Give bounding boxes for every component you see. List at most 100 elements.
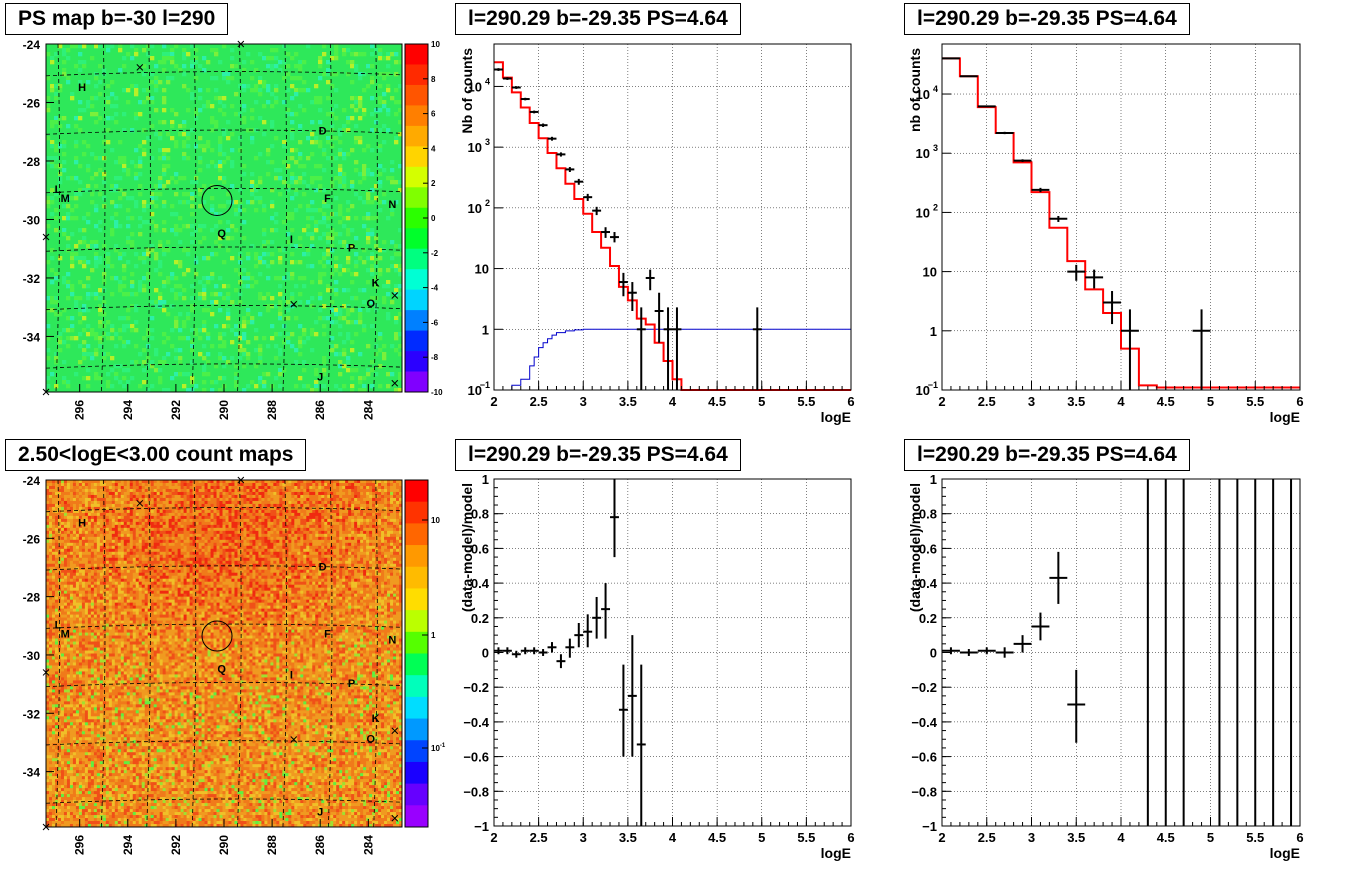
map2-xtick-label: 292 — [169, 835, 183, 855]
spec2-xtick-label: 2 — [938, 394, 945, 409]
map1-source-label: P — [348, 243, 355, 255]
res2-xtick-label: 5.5 — [1246, 830, 1264, 845]
res1-ytick-label: 0.6 — [471, 541, 489, 556]
map2-source-label: M — [61, 628, 70, 640]
map1-source-cross — [42, 388, 50, 396]
map1-target-circle — [201, 184, 233, 216]
res1-xtick-label: 6 — [847, 830, 854, 845]
map2-source-cross — [290, 736, 298, 743]
map1-colorbar-label: -2 — [431, 249, 439, 258]
res2-xlabel: logE — [1270, 845, 1300, 861]
map1-ytick-label: -24 — [23, 38, 41, 52]
spec1-ytick-label: 1 — [482, 322, 489, 337]
spec1-xtick-label: 2.5 — [530, 394, 548, 409]
map2-source-label: O — [366, 733, 375, 745]
res1-ytick-label: 0 — [482, 646, 489, 661]
map1-colorbar-label: 2 — [431, 179, 436, 188]
res1-xtick-label: 2 — [490, 830, 497, 845]
map1-source-label: J — [317, 371, 323, 383]
res2-xtick-label: 4 — [1117, 830, 1125, 845]
spec2-xtick-label: 2.5 — [978, 394, 996, 409]
spec1-ytick-exponent: 3 — [485, 137, 490, 147]
map2-colorbar-frame — [404, 479, 429, 828]
spec2-ylabel: nb of counts — [907, 48, 923, 132]
spec2-xtick-label: 5.5 — [1246, 394, 1264, 409]
spec1-ytick-label: 10 — [468, 201, 482, 216]
map2-colorbar — [405, 480, 428, 828]
map2-xtick-label: 288 — [265, 835, 279, 855]
map1-colorbar-label: 8 — [431, 75, 436, 84]
spec2-xtick-label: 3.5 — [1067, 394, 1085, 409]
map2-source-label: D — [319, 561, 327, 573]
map2-source-label: H — [78, 518, 86, 530]
res2-xtick-label: 2.5 — [978, 830, 996, 845]
res1-ytick-label: −1 — [474, 819, 489, 834]
map1-heatmap — [46, 44, 403, 393]
spec2-xtick-label: 3 — [1028, 394, 1035, 409]
res1-ytick-label: 1 — [482, 472, 489, 487]
map2-source-label: K — [372, 713, 380, 725]
map1-xtick-label: 286 — [313, 400, 327, 420]
map2-source-label: N — [388, 634, 396, 646]
res2-ytick-label: −0.6 — [911, 750, 937, 765]
spec2-ytick-exponent: 4 — [933, 84, 938, 94]
res2-xtick-label: 3.5 — [1067, 830, 1085, 845]
map1-colorbar-label: 4 — [431, 144, 436, 153]
map2-xtick-label: 286 — [313, 835, 327, 855]
res2-ytick-label: 0.6 — [919, 541, 937, 556]
map2-xtick-label: 290 — [217, 835, 231, 855]
map1-source-label: I — [290, 234, 293, 246]
map2-coord-grid — [45, 479, 403, 828]
map1-source-label: L — [55, 184, 62, 196]
res1-ylabel: (data-model)/model — [459, 483, 475, 612]
map1-colorbar — [405, 44, 428, 393]
map1-source-label: H — [78, 82, 86, 94]
res1-xtick-label: 3.5 — [619, 830, 637, 845]
map1-source-cross — [136, 64, 144, 71]
spec2-ytick-exponent: 3 — [933, 143, 938, 153]
spec1-title: l=290.29 b=-29.35 PS=4.64 — [455, 3, 741, 35]
map1-colorbar-label: -4 — [431, 284, 439, 293]
res1-xtick-label: 5.5 — [797, 830, 815, 845]
res1-ytick-label: −0.4 — [463, 715, 489, 730]
spec1-ylabel: Nb of counts — [459, 48, 475, 134]
map1-source-cross — [237, 40, 245, 48]
map2-source-cross — [391, 727, 399, 735]
res1-xlabel: logE — [821, 845, 851, 861]
res1-ytick-label: −0.8 — [463, 784, 489, 799]
map1-source-cross — [42, 233, 50, 241]
map1-source-cross — [290, 300, 298, 308]
res1-xtick-label: 4.5 — [708, 830, 726, 845]
res1-ytick-label: −0.6 — [463, 750, 489, 765]
map1-coord-grid — [45, 43, 403, 393]
res2-ytick-label: 1 — [930, 472, 937, 487]
map2-target-circle — [201, 620, 233, 652]
map1-source-label: Q — [217, 228, 226, 240]
map2-source-cross — [391, 814, 399, 822]
spec2-ytick-label: 10 — [916, 146, 930, 161]
map1-source-label: N — [388, 199, 396, 211]
map1-colorbar-label: -8 — [431, 353, 439, 362]
res2-ylabel: (data-model)/model — [907, 483, 923, 612]
res2-xtick-label: 4.5 — [1157, 830, 1175, 845]
map2-source-label: I — [290, 669, 293, 681]
res2-ytick-label: 0.8 — [919, 507, 937, 522]
res2-title: l=290.29 b=-29.35 PS=4.64 — [904, 439, 1190, 471]
res1-ytick-label: 0.8 — [471, 507, 489, 522]
spec1-xtick-label: 3.5 — [619, 394, 637, 409]
spec2-ytick-label: 10 — [916, 87, 930, 102]
spec1-xtick-label: 5 — [758, 394, 765, 409]
map2-ytick-label: -34 — [23, 766, 41, 780]
map1-ytick-label: -26 — [23, 96, 41, 110]
map2-ytick-label: -30 — [23, 649, 41, 663]
map1-xtick-label: 292 — [169, 400, 183, 420]
map1-ytick-label: -30 — [23, 213, 41, 227]
spec1-ytick-label: 10 — [468, 383, 482, 398]
map1-ytick-label: -32 — [23, 272, 41, 286]
res2-ytick-label: −1 — [922, 819, 937, 834]
map1-source-label: K — [372, 278, 380, 290]
res1-ytick-label: 0.4 — [471, 576, 490, 591]
res1-title: l=290.29 b=-29.35 PS=4.64 — [455, 439, 741, 471]
spec2-ytick-exponent: 2 — [933, 202, 938, 212]
